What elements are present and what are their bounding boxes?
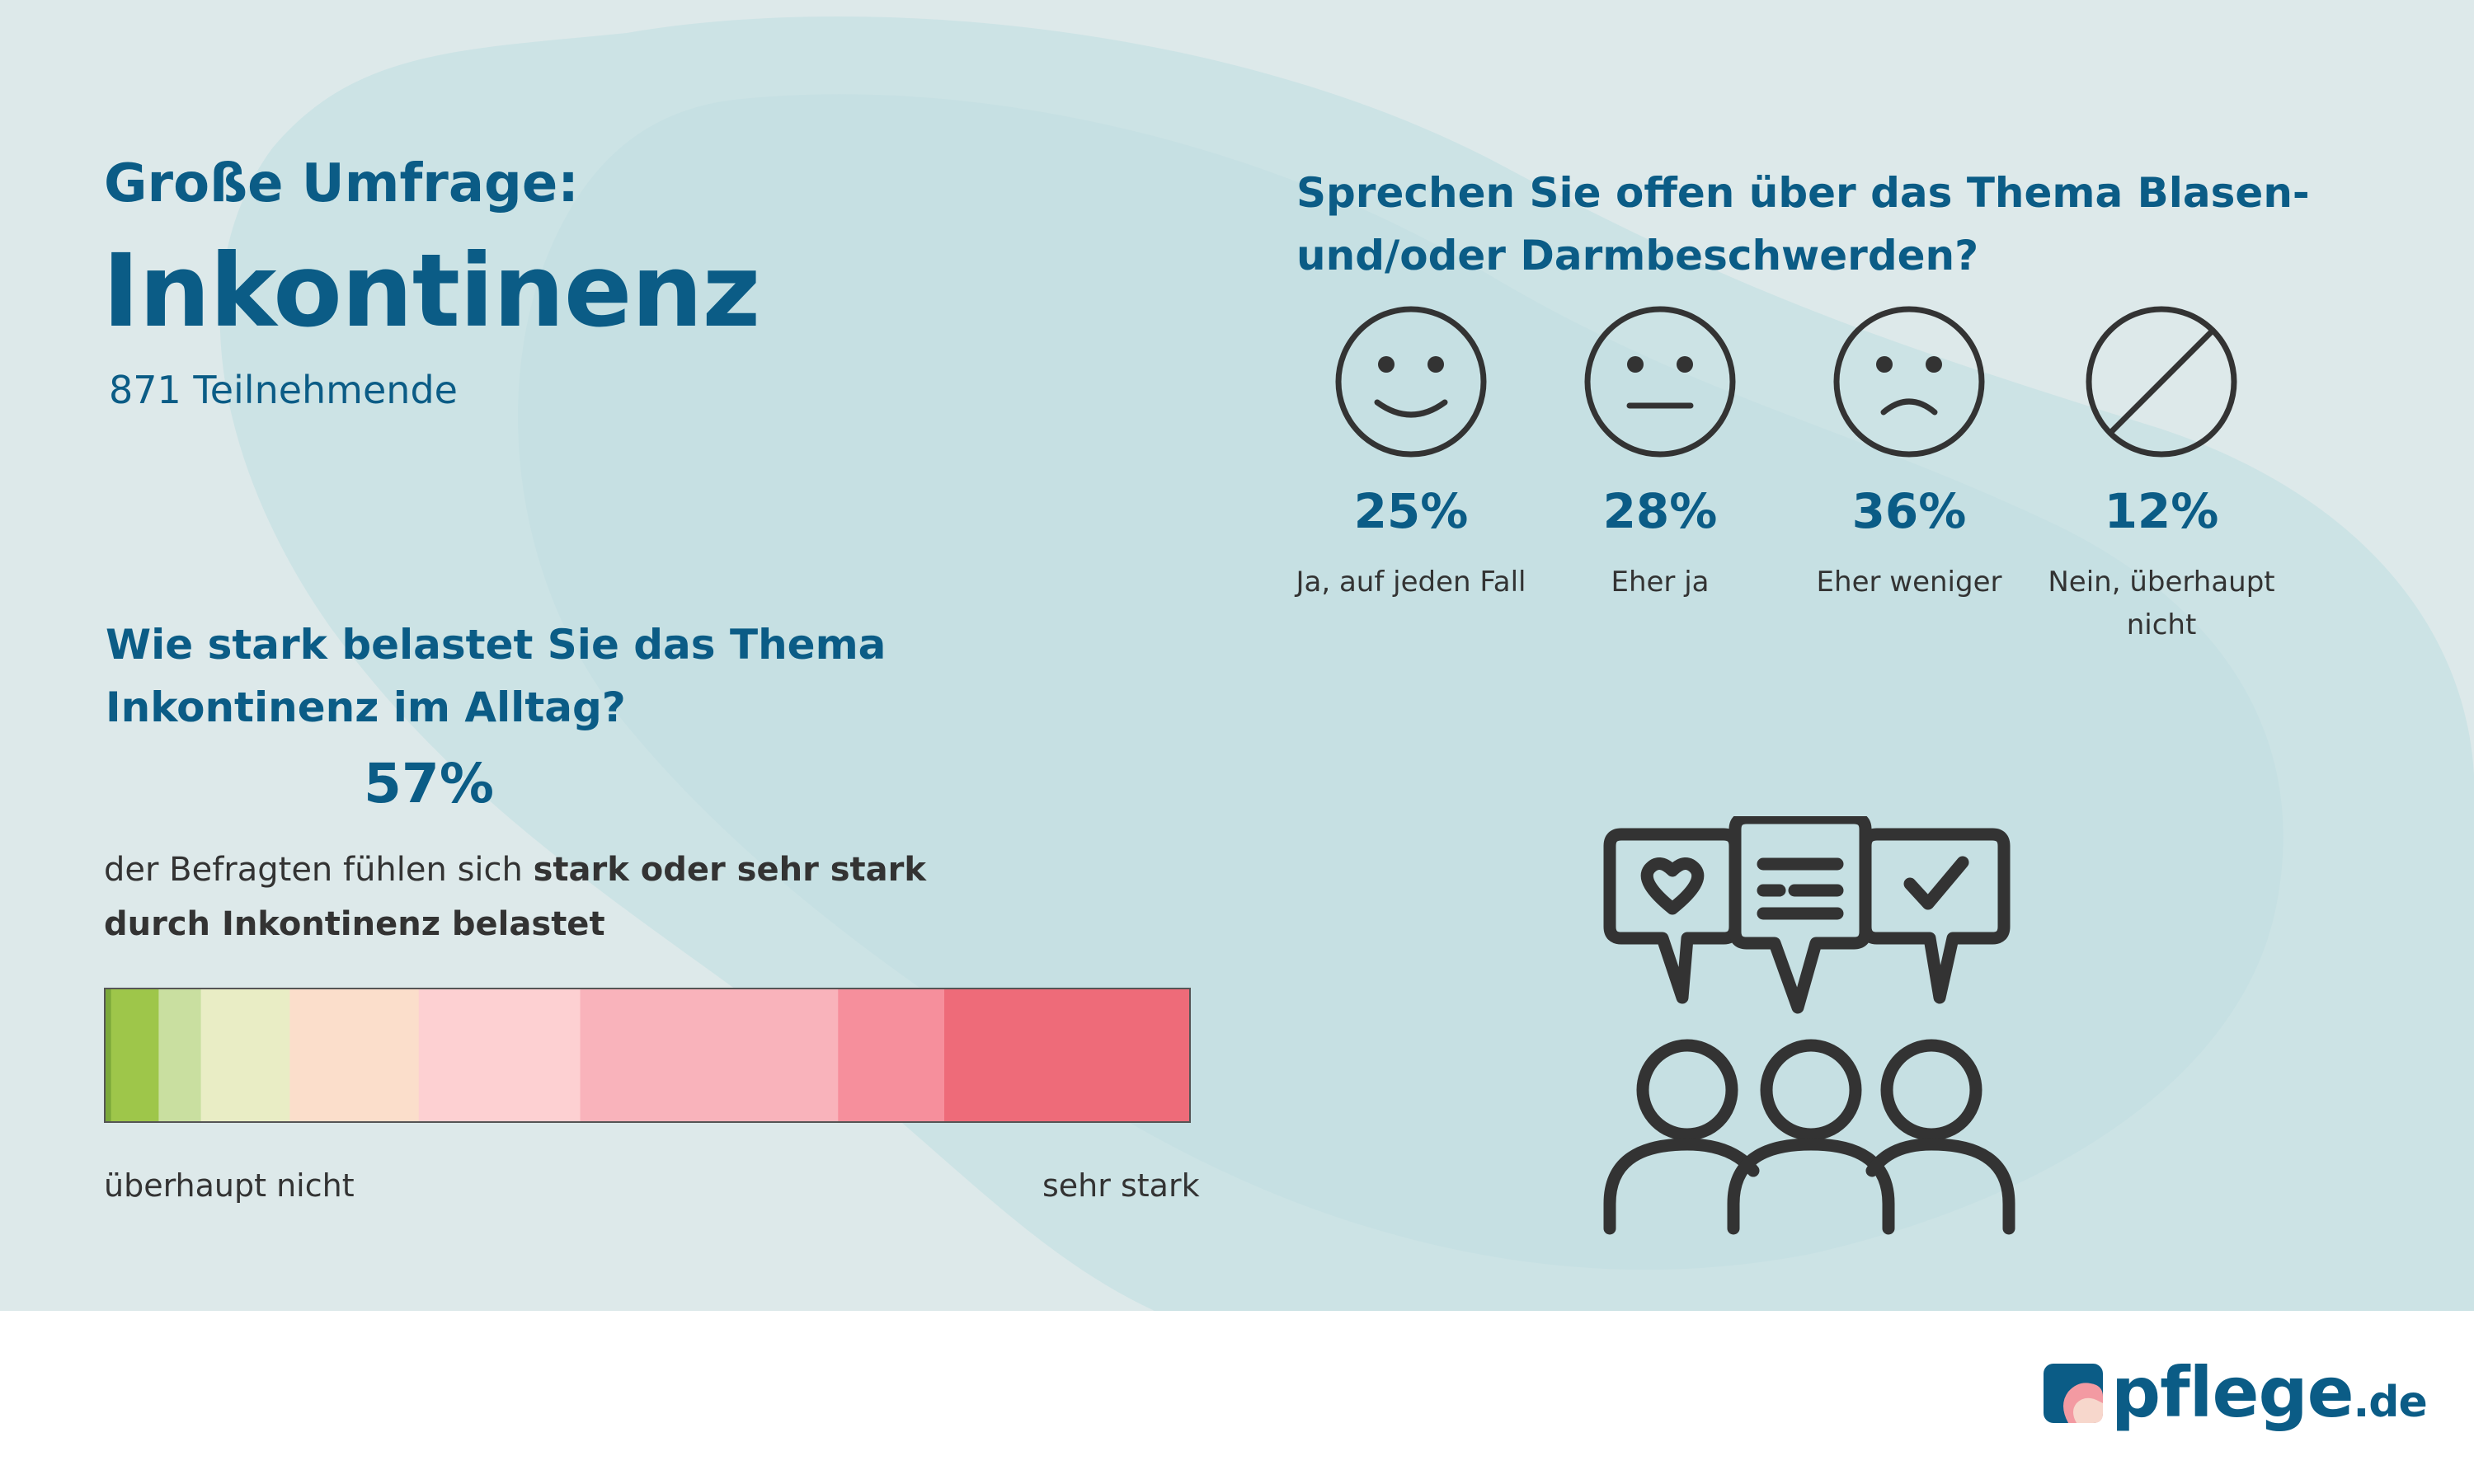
burden-scale-bar (104, 988, 1191, 1123)
brand-tld: .de (2353, 1378, 2428, 1427)
scale-segment-5 (289, 989, 420, 1121)
scale-left-label: überhaupt nicht (104, 1167, 355, 1204)
scale-segment-6 (418, 989, 581, 1121)
answer-percent: 28% (1602, 483, 1718, 539)
openness-question: Sprechen Sie offen über das Thema Blasen… (1296, 169, 2310, 279)
survey-title: Inkontinenz (102, 232, 760, 350)
scale-segment-1 (106, 989, 112, 1121)
answer-label: Nein, überhaupt nicht (2048, 566, 2275, 641)
participant-count: 871 Teilnehmende (109, 368, 458, 412)
smiley-happy-icon (1335, 306, 1487, 458)
burden-description: der Befragten fühlen sich stark oder seh… (104, 843, 1011, 951)
scale-segment-3 (158, 989, 202, 1121)
infographic-background: Große Umfrage: Inkontinenz 871 Teilnehme… (0, 0, 2474, 1311)
answer-option-4: 12% Nein, überhaupt nicht (2042, 305, 2281, 646)
footer (0, 1311, 2474, 1484)
pflege-logo-icon (2044, 1364, 2103, 1423)
answer-option-1: 25% Ja, auf jeden Fall (1291, 305, 1531, 603)
answer-label: Ja, auf jeden Fall (1296, 566, 1526, 599)
prohibited-icon (2086, 306, 2237, 458)
scale-right-label: sehr stark (1042, 1167, 1200, 1204)
scale-segment-2 (111, 989, 159, 1121)
answer-option-3: 36% Eher weniger (1790, 305, 2029, 603)
brand-name: pflege (2111, 1352, 2354, 1433)
smiley-neutral-icon (1584, 306, 1736, 458)
watercolor-wash (219, 16, 2474, 1311)
scale-segment-8 (838, 989, 945, 1121)
answer-label: Eher weniger (1816, 566, 2002, 599)
scale-segment-7 (580, 989, 839, 1121)
answer-label: Eher ja (1611, 566, 1710, 599)
survey-subtitle: Große Umfrage: (104, 153, 579, 214)
smiley-sad-icon (1833, 306, 1985, 458)
scale-segment-4 (200, 989, 290, 1121)
people-conversation-icon (1603, 816, 2015, 1235)
burden-description-bold: stark oder sehr stark durch Inkontinenz … (104, 851, 926, 943)
brand-wordmark: pflege.de (2111, 1352, 2428, 1433)
burden-percent: 57% (364, 752, 494, 815)
answer-percent: 36% (1851, 483, 1967, 539)
answer-option-2: 28% Eher ja (1540, 305, 1780, 603)
burden-question: Wie stark belastet Sie das Thema Inkonti… (106, 621, 887, 731)
burden-description-text: der Befragten fühlen sich (104, 851, 534, 889)
answer-percent: 12% (2104, 483, 2219, 539)
scale-segment-9 (944, 989, 1189, 1121)
answer-percent: 25% (1353, 483, 1469, 539)
